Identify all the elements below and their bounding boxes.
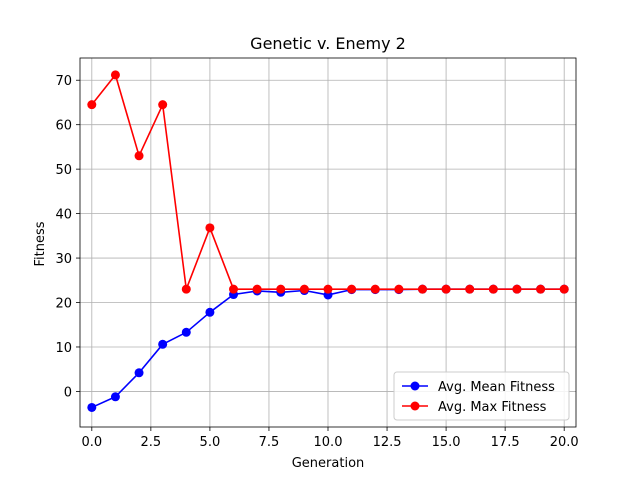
x-axis: 0.0 2.5 5.0 7.5 10.0 12.5 15.0 17.5 20.0 — [81, 427, 579, 450]
data-point — [134, 368, 144, 378]
series-1 — [87, 70, 569, 294]
legend-label: Avg. Max Fitness — [438, 400, 547, 415]
x-tick-label: 17.5 — [491, 435, 520, 450]
y-tick-label: 60 — [55, 119, 72, 134]
data-point — [252, 284, 262, 294]
y-tick-label: 70 — [55, 74, 72, 89]
y-tick-label: 20 — [55, 297, 72, 312]
legend-box — [393, 371, 570, 421]
y-tick-label: 0 — [64, 385, 72, 400]
data-point — [417, 284, 427, 294]
x-tick-label: 0.0 — [81, 435, 102, 450]
y-tick-label: 30 — [55, 252, 72, 267]
data-point — [181, 284, 191, 294]
x-tick-label: 7.5 — [259, 435, 280, 450]
data-point — [110, 392, 120, 402]
x-tick-label: 12.5 — [373, 435, 402, 450]
data-point — [512, 284, 522, 294]
y-axis: 0 10 20 30 40 50 60 70 — [55, 74, 80, 400]
y-tick-label: 10 — [55, 341, 72, 356]
data-point — [134, 151, 144, 161]
data-point — [229, 284, 239, 294]
x-axis-label: Generation — [292, 456, 365, 471]
x-tick-label: 5.0 — [200, 435, 221, 450]
y-tick-label: 50 — [55, 163, 72, 178]
y-axis-label: Fitness — [33, 221, 48, 266]
data-point — [465, 284, 475, 294]
series-layer — [87, 70, 569, 412]
data-point — [205, 307, 215, 317]
data-point — [536, 284, 546, 294]
data-point — [488, 284, 498, 294]
x-tick-label: 20.0 — [550, 435, 579, 450]
data-point — [299, 284, 309, 294]
data-point — [276, 284, 286, 294]
data-point — [394, 284, 404, 294]
data-point — [158, 100, 168, 110]
legend-marker — [410, 381, 420, 391]
x-tick-label: 15.0 — [432, 435, 461, 450]
legend-item: Avg. Mean Fitness — [402, 380, 555, 395]
data-point — [110, 70, 120, 80]
data-point — [441, 284, 451, 294]
data-point — [87, 402, 97, 412]
chart-title: Genetic v. Enemy 2 — [250, 34, 406, 53]
data-point — [323, 284, 333, 294]
data-point — [559, 284, 569, 294]
data-point — [370, 284, 380, 294]
data-point — [87, 100, 97, 110]
legend: Avg. Mean Fitness Avg. Max Fitness — [393, 371, 570, 421]
data-point — [158, 339, 168, 349]
x-tick-label: 10.0 — [314, 435, 343, 450]
x-tick-label: 2.5 — [141, 435, 162, 450]
legend-label: Avg. Mean Fitness — [438, 380, 555, 395]
data-point — [205, 223, 215, 233]
legend-item: Avg. Max Fitness — [402, 400, 547, 415]
y-tick-label: 40 — [55, 208, 72, 223]
legend-marker — [410, 401, 420, 411]
data-point — [181, 327, 191, 337]
data-point — [347, 284, 357, 294]
